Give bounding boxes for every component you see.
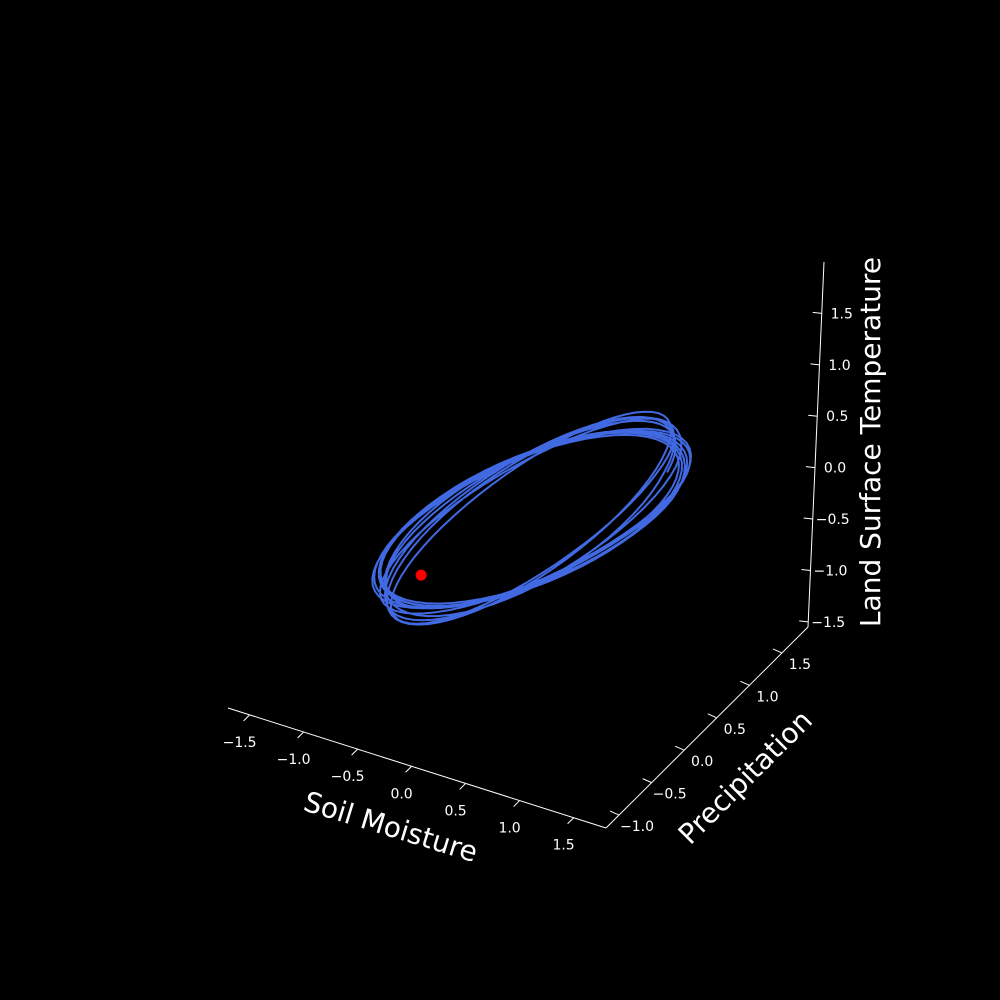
x-tick-label: −0.5	[331, 769, 365, 785]
x-tick-mark	[567, 817, 574, 825]
z-tick-label: 1.0	[828, 358, 850, 374]
y-tick-mark	[740, 680, 750, 686]
y-tick-mark	[707, 713, 717, 719]
y-tick-label: −1.0	[620, 819, 654, 835]
y-tick-mark	[642, 778, 652, 784]
axes-layer	[227, 261, 825, 829]
y-tick-label: 0.5	[724, 722, 746, 738]
z-tick-label: −1.5	[811, 615, 845, 631]
x-tick-mark	[513, 800, 520, 807]
x-tick-label: −1.5	[223, 735, 257, 751]
z-tick-label: 1.5	[831, 306, 853, 322]
z-axis-line	[807, 261, 825, 628]
x-tick-mark	[351, 748, 358, 756]
y-tick-label: −0.5	[653, 787, 687, 803]
x-tick-label: 0.0	[390, 786, 412, 802]
x-tick-mark	[459, 783, 466, 790]
y-axis-line	[605, 626, 809, 829]
z-tick-mark	[810, 363, 820, 366]
z-tick-label: 0.0	[824, 461, 846, 477]
x-tick-label: 1.5	[552, 838, 574, 854]
x-tick-mark	[243, 714, 250, 722]
z-axis-title: Land Surface Temperature	[854, 257, 887, 627]
labels-layer: −1.5 −1.0 −0.5 0.0 0.5 1.0 1.5 −1.0 −0.5 0.0 0.5 1.…	[223, 257, 887, 869]
y-tick-mark	[772, 648, 783, 654]
y-tick-mark	[674, 745, 685, 751]
y-tick-mark	[609, 810, 620, 816]
z-tick-mark	[801, 568, 811, 571]
z-tick-label: 0.5	[826, 409, 848, 425]
z-tick-mark	[803, 517, 813, 520]
z-tick-mark	[808, 414, 818, 417]
trajectory-line	[371, 410, 692, 626]
x-axis-line	[227, 707, 607, 829]
x-tick-label: 0.5	[444, 803, 466, 819]
data-layer	[371, 410, 692, 626]
y-tick-label: 1.5	[789, 657, 811, 673]
z-tick-label: −1.0	[813, 563, 847, 579]
x-tick-label: 1.0	[498, 821, 520, 837]
z-tick-mark	[812, 311, 822, 314]
z-tick-mark	[799, 620, 809, 623]
y-tick-label: 0.0	[691, 754, 713, 770]
z-tick-mark	[805, 466, 816, 469]
x-tick-mark	[297, 731, 304, 739]
x-tick-mark	[405, 765, 412, 773]
x-tick-label: −1.0	[277, 752, 311, 768]
current-point-marker	[415, 569, 427, 581]
z-tick-label: −0.5	[816, 512, 850, 528]
y-tick-label: 1.0	[756, 689, 778, 705]
